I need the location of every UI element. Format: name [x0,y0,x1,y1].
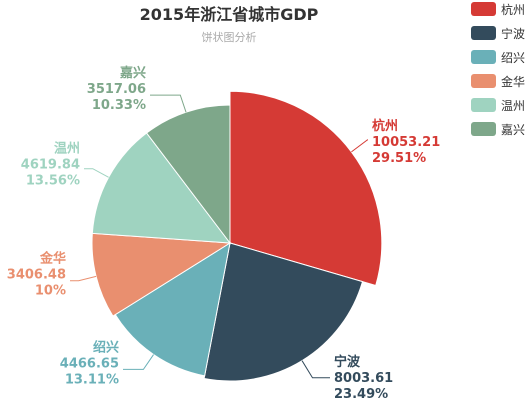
legend-label: 绍兴 [501,51,525,65]
slice-label-name: 金华 [39,251,66,267]
legend-swatch [471,26,496,40]
legend-swatch [471,50,496,64]
slice-label-percent: 29.51% [372,151,426,166]
legend-item[interactable]: 绍兴 [471,50,525,65]
slice-label-percent: 10.33% [92,98,146,113]
chart-title: 2015年浙江省城市GDP [140,5,319,24]
slice-label-value: 3517.06 [87,82,146,97]
pie-slice-1[interactable] [203,242,364,382]
legend-label: 宁波 [501,26,525,41]
legend-swatch [471,98,496,112]
legend-swatch [471,74,496,88]
legend-label: 金华 [501,74,525,89]
slice-label-name: 温州 [54,142,80,157]
legend-label: 嘉兴 [501,123,525,137]
label-leader-line [70,275,97,282]
slice-label-value: 8003.61 [334,371,393,386]
slice-label-percent: 10% [35,284,66,299]
slice-label-percent: 13.56% [26,174,80,189]
slice-label-name: 绍兴 [93,339,119,355]
chart-subtitle: 饼状图分析 [202,30,257,44]
legend-swatch [471,2,496,16]
slice-label-value: 4619.84 [21,158,80,173]
label-leader-line [301,360,330,379]
pie-slice-5[interactable] [145,104,231,245]
legend-item[interactable]: 温州 [471,98,525,113]
pie-slice-3[interactable] [91,232,232,317]
slice-label-value: 3406.48 [7,268,66,283]
label-leader-line [84,168,109,178]
slice-label-percent: 23.49% [334,387,388,402]
slice-label-value: 4466.65 [60,356,119,371]
slice-label-name: 杭州 [372,118,398,134]
label-leader-line [150,94,187,113]
slice-label-value: 10053.21 [372,135,440,150]
legend-label: 杭州 [501,2,525,17]
legend-item[interactable]: 金华 [471,74,525,89]
legend-item[interactable]: 杭州 [471,2,525,17]
legend-label: 温州 [501,99,525,113]
slice-label-percent: 13.11% [65,372,119,387]
legend-swatch [471,122,496,136]
label-leader-line [123,354,154,370]
slice-label-name: 嘉兴 [119,65,146,81]
pie-slices [91,90,383,382]
pie-slice-0[interactable] [229,90,383,287]
legend-item[interactable]: 宁波 [471,26,525,41]
legend-item[interactable]: 嘉兴 [471,122,525,137]
slice-label-name: 宁波 [334,354,361,370]
label-leader-line [351,139,368,153]
pie-slice-4[interactable] [91,132,232,244]
